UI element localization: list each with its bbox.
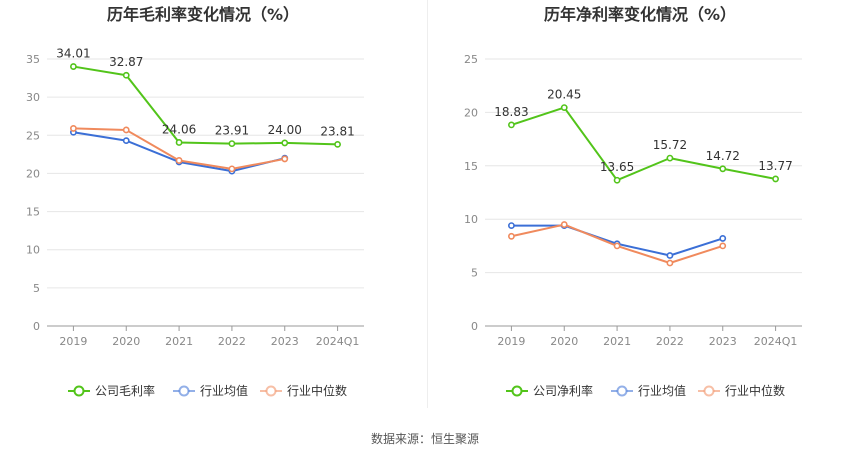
data-label: 13.65 — [600, 160, 634, 174]
y-tick-label: 15 — [464, 160, 478, 173]
series-3-point — [560, 221, 568, 228]
legend-3-swatch-marker — [265, 385, 277, 397]
series-3-point — [719, 242, 727, 250]
series-1-point — [334, 140, 341, 148]
series-1-point — [122, 71, 130, 79]
legend-3-swatch-marker — [703, 385, 715, 397]
y-tick-label: 5 — [33, 282, 40, 295]
y-tick-label: 0 — [471, 320, 478, 333]
data-label: 15.72 — [653, 138, 687, 152]
series-2-point — [719, 235, 727, 242]
legend-2-swatch-marker — [616, 385, 628, 397]
y-tick-label: 25 — [464, 53, 478, 66]
series-1-point — [228, 140, 236, 148]
y-tick-label: 30 — [26, 91, 40, 104]
series-1-line — [511, 106, 776, 182]
series-1-point — [508, 121, 515, 129]
series-1-point — [772, 175, 779, 183]
y-tick-label: 20 — [464, 106, 478, 119]
x-tick-label: 2024Q1 — [316, 335, 360, 348]
x-tick-label: 2023 — [709, 335, 737, 348]
y-tick-label: 25 — [26, 129, 40, 142]
series-2-point — [122, 137, 130, 145]
x-tick-label: 2023 — [271, 335, 299, 348]
x-tick-label: 2022 — [218, 335, 246, 348]
series-1-line — [73, 65, 338, 146]
series-3-point — [508, 232, 515, 240]
y-tick-label: 5 — [471, 267, 478, 280]
x-tick-label: 2019 — [59, 335, 87, 348]
series-1-point — [613, 176, 621, 184]
data-label: 34.01 — [56, 47, 90, 61]
series-1-point — [560, 104, 568, 111]
legend-2-label: 行业均值 — [200, 383, 248, 398]
y-tick-label: 10 — [464, 213, 478, 226]
data-label: 23.91 — [215, 124, 249, 138]
x-tick-label: 2020 — [550, 335, 578, 348]
legend-3-label: 行业中位数 — [725, 383, 785, 398]
series-1-point — [719, 165, 727, 173]
legend-1-swatch-marker — [73, 385, 85, 397]
x-tick-label: 2024Q1 — [754, 335, 798, 348]
data-label: 14.72 — [706, 149, 740, 163]
series-3-point — [122, 126, 130, 134]
x-tick-label: 2022 — [656, 335, 684, 348]
x-tick-label: 2021 — [165, 335, 193, 348]
series-3-point — [70, 125, 77, 132]
data-source-note: 数据来源：恒生聚源 — [370, 432, 479, 446]
y-tick-label: 20 — [26, 167, 40, 180]
y-tick-label: 15 — [26, 206, 40, 219]
series-3-point — [281, 155, 289, 163]
data-label: 18.83 — [494, 105, 528, 119]
y-tick-label: 35 — [26, 53, 40, 66]
x-tick-label: 2021 — [603, 335, 631, 348]
legend-1-label: 公司净利率 — [533, 383, 593, 398]
data-label: 13.77 — [758, 159, 792, 173]
series-2-point — [666, 252, 674, 259]
series-1-point — [70, 63, 77, 70]
x-tick-label: 2020 — [112, 335, 140, 348]
series-3-point — [613, 242, 621, 250]
legend-2-swatch-marker — [178, 385, 190, 397]
y-tick-label: 10 — [26, 244, 40, 257]
legend-2-label: 行业均值 — [638, 383, 686, 398]
data-label: 32.87 — [109, 55, 143, 69]
x-tick-label: 2019 — [497, 335, 525, 348]
legend-3-label: 行业中位数 — [287, 383, 347, 398]
panel-divider — [427, 0, 428, 408]
series-3-point — [228, 165, 236, 173]
series-3-point — [175, 157, 183, 164]
series-2-point — [508, 222, 515, 230]
data-label: 24.00 — [268, 123, 302, 137]
data-label: 20.45 — [547, 88, 581, 102]
y-tick-label: 0 — [33, 320, 40, 333]
series-1-point — [666, 154, 674, 162]
series-3-point — [666, 259, 674, 267]
chart-title-1: 历年毛利率变化情况（%） — [107, 5, 299, 24]
series-1-point — [281, 139, 289, 147]
legend-1-swatch-marker — [511, 385, 523, 397]
series-1-point — [175, 139, 183, 146]
data-label: 23.81 — [320, 124, 354, 138]
data-label: 24.06 — [162, 122, 196, 136]
chart-title-2: 历年净利率变化情况（%） — [544, 5, 736, 24]
legend-1-label: 公司毛利率 — [95, 383, 155, 398]
